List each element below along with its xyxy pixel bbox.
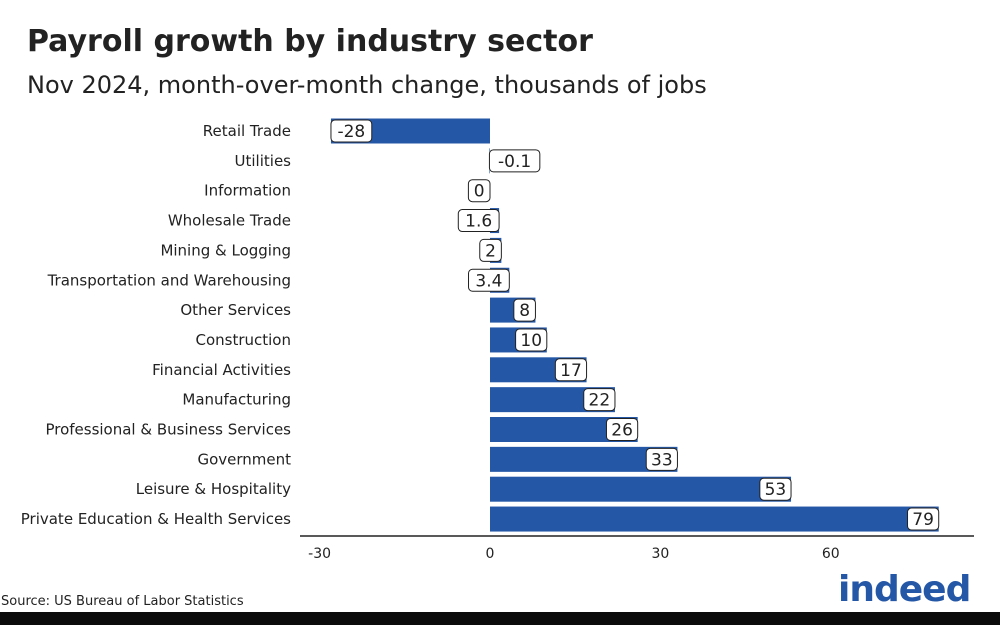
- value-label-text: 2: [485, 241, 496, 261]
- value-label-text: 10: [520, 331, 542, 351]
- value-label: 1.6: [457, 209, 500, 233]
- value-label-text: 22: [589, 391, 611, 411]
- value-label: 26: [605, 418, 639, 441]
- bar: [490, 476, 792, 502]
- chart-title: Payroll growth by industry sector: [27, 24, 593, 59]
- value-label: 22: [583, 388, 616, 412]
- value-label: 79: [907, 507, 940, 531]
- value-label-text: 26: [611, 421, 633, 441]
- value-label-text: 79: [912, 510, 934, 530]
- value-label: 2: [479, 238, 502, 262]
- value-label-box: [583, 388, 616, 412]
- value-label-box: [479, 238, 502, 262]
- category-label: Information: [204, 182, 291, 200]
- value-label-text: 3.4: [475, 271, 502, 291]
- value-label-text: 53: [765, 480, 787, 500]
- x-tick-label: -30: [308, 546, 331, 562]
- category-label: Construction: [195, 331, 291, 349]
- category-label: Transportation and Warehousing: [47, 271, 291, 289]
- value-label-text: 17: [560, 361, 582, 381]
- value-label-box: [907, 507, 940, 531]
- value-label-box: [488, 149, 541, 173]
- value-label-box: [467, 179, 491, 203]
- x-tick-label: 0: [486, 546, 495, 562]
- bottom-band: [0, 612, 1000, 625]
- value-label-box: [330, 119, 373, 143]
- category-label: Leisure & Hospitality: [136, 480, 291, 498]
- value-label: 53: [759, 477, 792, 501]
- bar: [490, 506, 939, 532]
- x-tick-label: 60: [822, 546, 840, 562]
- indeed-logo: indeed: [838, 569, 971, 610]
- value-label-text: 33: [651, 450, 673, 470]
- category-label: Other Services: [180, 301, 291, 319]
- value-label-box: [468, 268, 510, 292]
- value-label: 17: [554, 358, 588, 382]
- category-label: Retail Trade: [203, 122, 291, 140]
- value-label: 8: [513, 298, 536, 322]
- value-label: -28: [330, 119, 373, 143]
- value-label: -0.1: [488, 149, 541, 173]
- category-label: Mining & Logging: [160, 241, 291, 259]
- value-label-box: [645, 447, 678, 471]
- value-label-box: [513, 298, 536, 322]
- category-label: Private Education & Health Services: [21, 510, 291, 528]
- value-label-text: -0.1: [498, 152, 531, 172]
- chart-subtitle: Nov 2024, month-over-month change, thous…: [27, 71, 707, 99]
- value-label: 33: [645, 447, 678, 471]
- category-label: Manufacturing: [182, 391, 291, 409]
- category-label: Professional & Business Services: [45, 421, 291, 439]
- category-label: Wholesale Trade: [168, 212, 291, 230]
- value-label-text: 1.6: [465, 212, 492, 232]
- category-label: Government: [197, 450, 291, 468]
- source-note: Source: US Bureau of Labor Statistics: [1, 594, 244, 609]
- value-label-text: 0: [474, 182, 485, 202]
- category-label: Utilities: [235, 152, 292, 170]
- value-label-box: [554, 358, 588, 382]
- value-label-text: 8: [519, 301, 530, 321]
- value-label-box: [515, 328, 548, 352]
- value-label-box: [457, 209, 500, 233]
- category-label: Financial Activities: [152, 361, 291, 379]
- value-label: 0: [467, 179, 491, 203]
- value-label: 10: [515, 328, 548, 352]
- value-label-box: [759, 477, 792, 501]
- value-label: 3.4: [468, 268, 510, 292]
- x-tick-label: 30: [651, 546, 669, 562]
- value-label-text: -28: [337, 122, 365, 142]
- value-label-box: [605, 418, 639, 441]
